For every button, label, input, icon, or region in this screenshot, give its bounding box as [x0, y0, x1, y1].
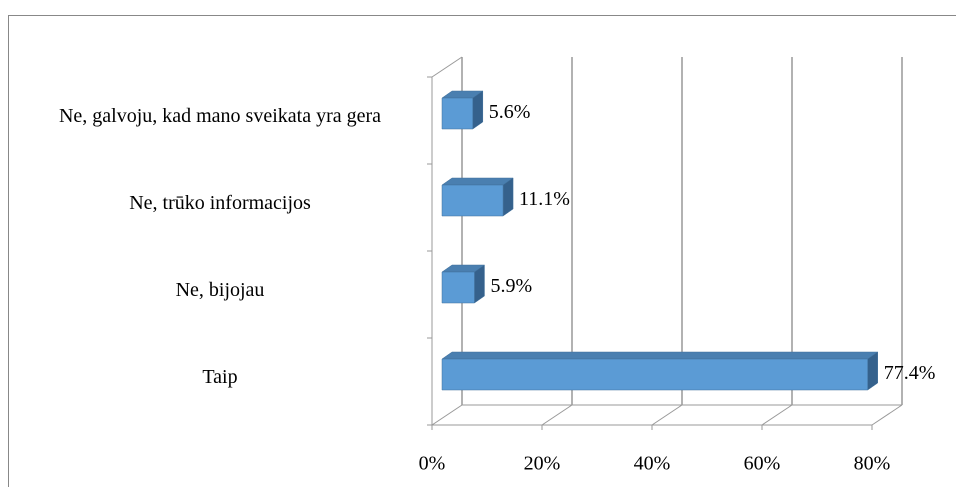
chart-border	[8, 15, 956, 487]
bar-front	[441, 358, 868, 391]
x-tick-label: 0%	[419, 453, 446, 475]
floor-grid-line	[651, 404, 683, 426]
bar-front	[441, 97, 474, 130]
bar	[441, 351, 879, 391]
bar	[441, 177, 514, 217]
bar-front	[441, 271, 475, 304]
data-label: 5.6%	[489, 101, 531, 123]
bar-side	[502, 177, 514, 217]
bar	[441, 264, 486, 304]
wall-edge	[431, 56, 463, 78]
bar-side	[472, 90, 484, 130]
floor-grid-line	[871, 404, 903, 426]
floor-grid-line	[541, 404, 573, 426]
bar	[441, 90, 484, 130]
category-label: Ne, galvoju, kad mano sveikata yra gera	[58, 104, 382, 127]
category-label: Ne, trūko informacijos	[129, 191, 311, 214]
bar-top	[441, 177, 514, 186]
bar-side	[474, 264, 485, 304]
category-label: Taip	[202, 365, 238, 388]
bar-front	[441, 184, 504, 217]
floor-grid-line	[761, 404, 793, 426]
data-label: 77.4%	[884, 362, 936, 384]
bar-side	[867, 351, 878, 391]
bar-top	[441, 351, 879, 360]
data-label: 5.9%	[490, 275, 532, 297]
x-tick-label: 40%	[634, 453, 671, 475]
x-tick-label: 60%	[744, 453, 781, 475]
floor-grid-line	[431, 404, 463, 426]
category-label: Ne, bijojau	[175, 278, 265, 301]
x-tick-label: 20%	[524, 453, 561, 475]
x-tick-label: 80%	[854, 453, 891, 475]
data-label: 11.1%	[519, 188, 570, 210]
